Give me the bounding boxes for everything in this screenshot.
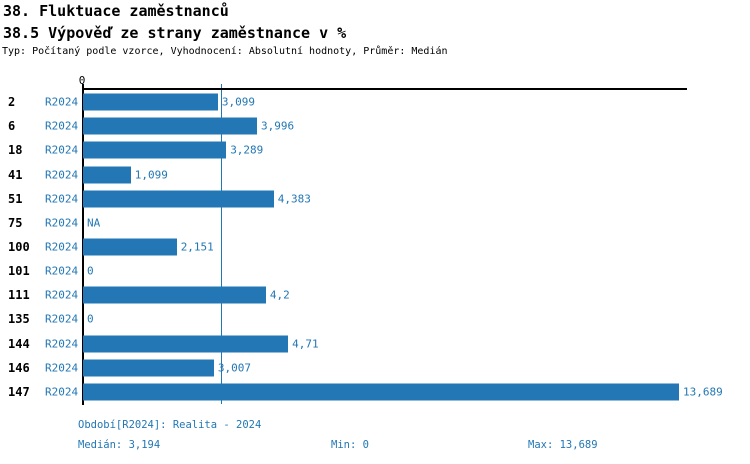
category-label: 101 [8,264,30,279]
period-label: R2024 [45,240,79,254]
median-line [221,84,223,404]
period-label: R2024 [45,95,79,109]
category-label: 135 [8,312,30,327]
bar [83,335,289,353]
bar [83,286,266,304]
bar [83,383,679,401]
value-label: 4,2 [269,288,290,302]
period-label: R2024 [45,385,79,399]
value-label: 3,099 [221,95,256,109]
bar [83,238,177,256]
bar-row: 51 R2024 4,383 [0,187,750,211]
bar-row: 41 R2024 1,099 [0,162,750,186]
bar-row: 100 R2024 2,151 [0,235,750,259]
bar [83,166,131,183]
value-label: 2,151 [180,240,214,254]
bar-row: 111 R2024 4,2 [0,283,750,307]
value-label: 4,383 [277,192,311,206]
category-label: 100 [8,239,30,254]
value-label: 3,007 [217,361,252,375]
bar-row: 6 R2024 3,996 [0,114,750,138]
period-label: R2024 [45,361,79,375]
category-label: 6 [8,119,16,134]
bar [83,190,274,208]
period-label: R2024 [45,264,79,278]
page-subtitle: 38.5 Výpověď ze strany zaměstnance v % [3,24,347,42]
value-label: NA [87,216,101,230]
bar-row: 146 R2024 3,007 [0,356,750,380]
category-label: 51 [8,191,23,206]
x-axis-zero-label: 0 [78,74,86,87]
period-label: R2024 [45,143,79,157]
value-label: 3,289 [230,143,264,157]
bar-row: 18 R2024 3,289 [0,138,750,162]
bar-rows: 2 R2024 3,099 6 R2024 3,996 18 R2024 3,289 41 R202… [0,90,750,406]
footer-max: Max: 13,689 [528,439,598,451]
bar [83,359,214,377]
value-label: 1,099 [134,168,168,181]
period-label: R2024 [45,192,79,206]
value-label: 0 [87,312,94,326]
category-label: 144 [8,336,30,351]
bar [83,93,218,111]
category-label: 147 [8,384,30,399]
period-label: R2024 [45,216,79,230]
category-label: 2 [8,95,16,110]
bar-row: 75 R2024 NA [0,211,750,235]
period-label: R2024 [45,168,79,181]
bar [83,117,257,135]
footer-period-info: Období[R2024]: Realita - 2024 [78,419,262,431]
bar-row: 135 R2024 0 [0,307,750,331]
period-label: R2024 [45,288,79,302]
bar-row: 101 R2024 0 [0,259,750,283]
period-label: R2024 [45,119,79,133]
value-label: 0 [87,264,94,278]
bar-row: 144 R2024 4,71 [0,332,750,356]
category-label: 75 [8,215,23,230]
value-label: 3,996 [261,119,295,133]
category-label: 41 [8,167,23,182]
category-label: 111 [8,288,30,303]
period-label: R2024 [45,337,79,351]
chart-meta: Typ: Počítaný podle vzorce, Vyhodnocení:… [2,46,448,57]
bar [83,141,227,159]
footer-min: Min: 0 [331,439,369,451]
value-label: 4,71 [292,337,319,351]
period-label: R2024 [45,312,79,326]
category-label: 146 [8,360,30,375]
category-label: 18 [8,143,23,158]
bar-row: 2 R2024 3,099 [0,90,750,114]
bar-row: 147 R2024 13,689 [0,380,750,404]
page-title: 38. Fluktuace zaměstnanců [3,2,229,20]
footer-median: Medián: 3,194 [78,439,161,451]
x-axis-top-line [82,88,687,90]
value-label: 13,689 [683,385,723,399]
